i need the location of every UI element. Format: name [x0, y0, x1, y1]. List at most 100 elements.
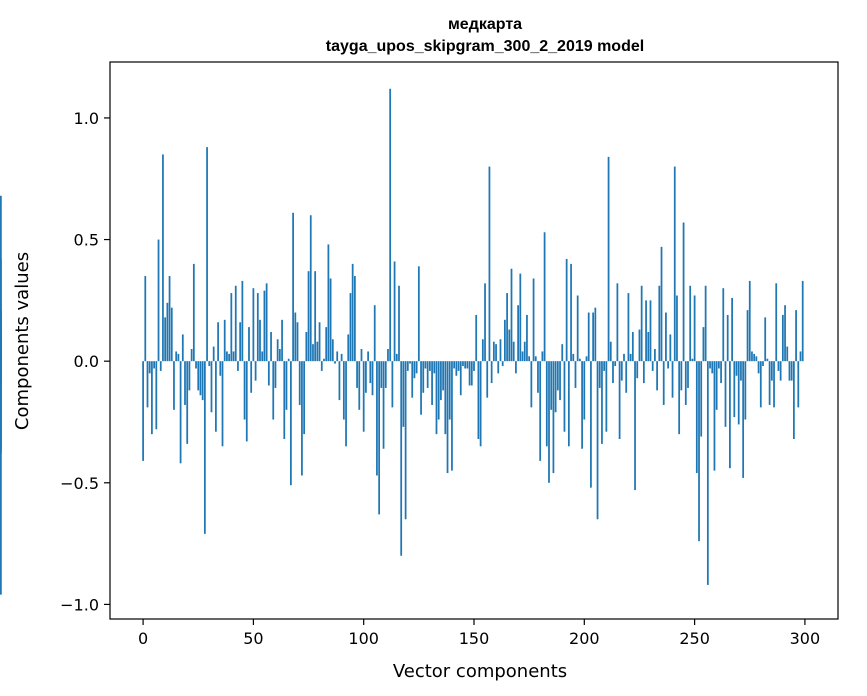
bar-134	[437, 361, 440, 420]
bar-124	[415, 361, 418, 374]
bar-268	[733, 361, 736, 418]
bar-48	[248, 327, 250, 362]
bar-121	[409, 361, 411, 364]
bar-147	[466, 361, 469, 369]
bar-107	[378, 361, 381, 515]
bar-15	[175, 351, 178, 362]
bar-223	[634, 361, 636, 491]
bar-130	[429, 361, 431, 371]
bar-96	[353, 276, 356, 362]
bar-129	[426, 361, 429, 388]
x-tick-label-100: 100	[348, 629, 379, 648]
bar-257	[709, 361, 711, 369]
bar-197	[576, 295, 579, 362]
bar-131	[431, 361, 433, 405]
bar-298	[799, 351, 802, 362]
bar-42	[234, 285, 237, 362]
bar-230	[649, 300, 652, 362]
bar-274	[746, 310, 749, 362]
bar-252	[698, 361, 700, 542]
bar-154	[481, 339, 484, 362]
x-tick-label-0: 0	[138, 629, 148, 648]
bar-290	[781, 314, 784, 362]
bar-184	[548, 361, 550, 483]
bar-194	[570, 263, 572, 362]
bar-267	[731, 297, 733, 362]
bar-247	[687, 361, 689, 388]
bar-90	[340, 353, 343, 362]
bar-122	[411, 361, 414, 398]
bar-13	[170, 307, 173, 362]
bar-221	[629, 353, 632, 362]
chart-title-line-2: tayga_upos_skipgram_300_2_2019 model	[326, 38, 644, 55]
bar-70	[296, 322, 299, 362]
bar-82	[323, 358, 325, 362]
bar-153	[479, 361, 482, 447]
bar-101	[365, 361, 367, 393]
bar-226	[640, 285, 643, 362]
bar-76	[309, 215, 312, 362]
bar-128	[424, 361, 427, 369]
bar-undefined	[0, 349, 2, 362]
bar-182	[543, 232, 546, 362]
bar-1	[144, 276, 147, 362]
bar-242	[676, 295, 678, 362]
bar-5	[153, 361, 155, 369]
bar-116	[398, 285, 400, 362]
bar-234	[658, 285, 661, 362]
bar-98	[358, 361, 361, 410]
bar-250	[693, 295, 696, 362]
bar-109	[382, 361, 385, 449]
bar-87	[334, 361, 336, 364]
bar-212	[609, 341, 612, 362]
bar-189	[559, 361, 561, 401]
bar-18	[181, 334, 184, 362]
bar-47	[245, 361, 248, 442]
bar-136	[442, 361, 444, 391]
bar-89	[338, 361, 341, 401]
bar-8	[159, 361, 162, 371]
bar-20	[186, 361, 189, 444]
bar-144	[459, 361, 462, 396]
bar-178	[534, 356, 537, 362]
bar-237	[665, 312, 667, 362]
bar-14	[173, 361, 175, 410]
bar-66	[287, 358, 290, 362]
bar-243	[678, 361, 681, 435]
bar-164	[504, 319, 506, 362]
bar-26	[199, 361, 202, 396]
bar-228	[645, 300, 647, 362]
bar-196	[574, 361, 577, 388]
bar-282	[764, 317, 767, 362]
bar-139	[448, 361, 451, 420]
bar-245	[682, 222, 685, 362]
bar-36	[221, 361, 224, 447]
bar-56	[265, 283, 268, 362]
bar-149	[470, 361, 473, 386]
bar-152	[477, 361, 480, 439]
bar-4	[151, 361, 153, 435]
bar-253	[700, 361, 703, 437]
bar-148	[468, 361, 471, 386]
bar-208	[601, 361, 603, 444]
bar-127	[422, 361, 425, 393]
bar-200	[583, 361, 586, 420]
bar-77	[312, 344, 314, 362]
bar-202	[587, 312, 590, 362]
bar-43	[237, 361, 239, 371]
x-tick-label-150: 150	[459, 629, 490, 648]
bar-284	[768, 361, 771, 405]
bar-232	[654, 349, 656, 362]
bar-172	[521, 351, 524, 362]
plot-frame	[109, 61, 839, 620]
bar-113	[391, 361, 394, 408]
bar-31	[210, 361, 213, 413]
bar-40	[230, 293, 233, 362]
bar-162	[499, 339, 502, 362]
bar-30	[208, 361, 211, 367]
bar-119	[404, 361, 407, 520]
bar-183	[545, 361, 548, 447]
bar-9	[162, 154, 164, 362]
bar-112	[389, 88, 392, 362]
